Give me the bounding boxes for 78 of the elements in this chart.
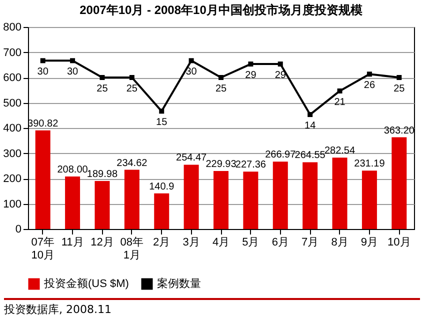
data-label: 14: [304, 120, 316, 132]
y-tick-label: 600: [3, 72, 22, 84]
data-label: 29: [274, 70, 286, 82]
data-label: 208.00: [57, 164, 88, 176]
data-label: 15: [156, 117, 168, 128]
data-label: 229.93: [206, 158, 237, 170]
data-label: 266.97: [265, 150, 296, 161]
bar: [362, 170, 377, 229]
x-tick-label: 07年 10月: [31, 236, 54, 262]
y-tick-label: 0: [15, 224, 22, 236]
bar: [272, 162, 288, 229]
bar: [65, 176, 80, 229]
x-tick-label: 12月: [90, 236, 114, 248]
x-tick-label: 9月: [360, 236, 378, 248]
point: [188, 58, 194, 64]
bar: [94, 181, 110, 229]
data-label: 21: [334, 96, 346, 108]
point: [396, 75, 402, 80]
data-label: 25: [394, 84, 406, 94]
data-label: 227.36: [235, 160, 266, 171]
x-tick-label: 10月: [388, 236, 411, 248]
data-label: 231.19: [354, 158, 386, 170]
data-label: 25: [126, 84, 138, 94]
x-tick-label: 6月: [272, 236, 289, 248]
x-tick-label: 08年 1月: [120, 236, 144, 262]
point: [218, 75, 224, 80]
legend-label: 投资金额(US $M): [43, 277, 129, 290]
x-tick-label: 3月: [182, 236, 200, 248]
data-label: 282.54: [324, 146, 356, 157]
legend-label: 案例数量: [157, 277, 201, 290]
bar: [214, 170, 228, 229]
x-tick-label: 4月: [212, 236, 230, 248]
bar: [392, 137, 407, 229]
text: 投资数据库, 2008.11: [4, 298, 420, 317]
point: [40, 58, 46, 64]
bar: [332, 158, 348, 229]
y-tick-label: 300: [3, 148, 22, 160]
point: [159, 108, 164, 114]
data-label: 140.9: [149, 181, 175, 192]
data-label: 189.98: [86, 169, 118, 180]
data-label: 29: [245, 70, 257, 82]
x-tick-label: 2月: [153, 236, 170, 248]
point: [308, 112, 313, 118]
data-label: 264.55: [294, 150, 326, 162]
y-tick-label: 200: [3, 173, 22, 185]
point: [337, 88, 342, 94]
point: [278, 62, 283, 67]
bar: [302, 162, 318, 229]
data-label: 254.47: [176, 152, 208, 164]
bar: [35, 130, 50, 229]
data-label: 363.20: [384, 125, 415, 136]
x-tick-label: 7月: [302, 236, 319, 248]
data-label: 390.82: [28, 118, 59, 130]
bar: [184, 164, 199, 229]
data-label: 25: [215, 84, 227, 94]
y-tick-label: 100: [3, 198, 22, 210]
point: [129, 75, 134, 80]
data-label: 25: [96, 84, 108, 94]
y-tick-label: 400: [3, 122, 22, 134]
y-tick-label: 800: [3, 22, 22, 34]
data-label: 26: [364, 80, 376, 92]
x-tick-label: 8月: [331, 236, 348, 248]
point: [248, 62, 254, 67]
bar: [124, 170, 140, 229]
bar: [243, 172, 258, 229]
point: [100, 75, 105, 80]
y-tick-label: 700: [3, 46, 22, 59]
point: [70, 58, 76, 64]
x-tick-label: 11月: [61, 236, 84, 248]
x-tick-label: 5月: [242, 236, 260, 248]
data-label: 234.62: [116, 158, 148, 169]
point: [366, 72, 372, 77]
data-label: 30: [186, 66, 198, 78]
data-label: 30: [37, 66, 49, 78]
data-label: 30: [66, 66, 79, 78]
y-tick-label: 500: [3, 97, 22, 110]
bar: [154, 193, 170, 229]
chart-title: 2007年10月 - 2008年10月中国创投市场月度投资规模: [80, 3, 362, 17]
